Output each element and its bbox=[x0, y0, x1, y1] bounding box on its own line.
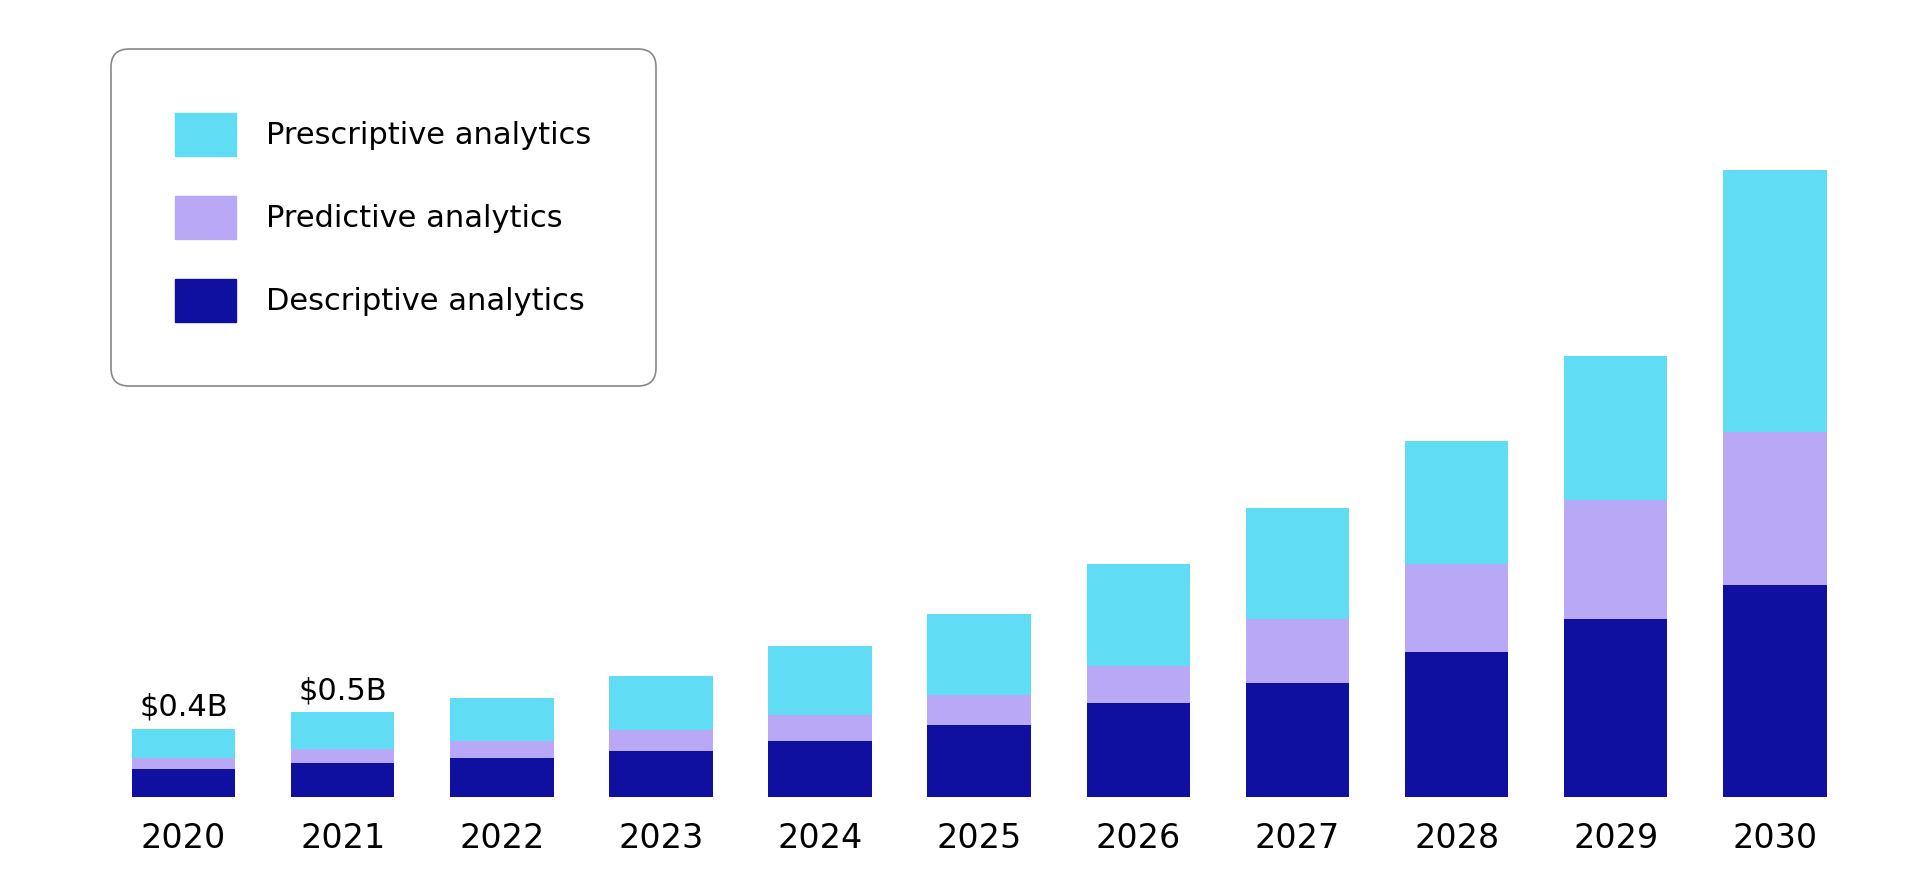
Text: $0.4B: $0.4B bbox=[140, 693, 228, 722]
Bar bbox=[1246, 509, 1350, 619]
Bar bbox=[927, 695, 1031, 726]
Bar bbox=[1565, 356, 1667, 500]
Bar bbox=[1565, 500, 1667, 619]
Bar bbox=[1087, 704, 1190, 796]
Bar bbox=[768, 715, 872, 741]
Bar bbox=[768, 741, 872, 796]
Bar bbox=[927, 613, 1031, 695]
Bar bbox=[1246, 683, 1350, 796]
Bar bbox=[449, 698, 553, 741]
Text: $0.5B: $0.5B bbox=[298, 676, 388, 705]
Bar bbox=[927, 726, 1031, 796]
Bar bbox=[1405, 441, 1509, 565]
Bar bbox=[1087, 666, 1190, 704]
Bar bbox=[292, 712, 394, 749]
Bar bbox=[292, 763, 394, 796]
Bar bbox=[609, 730, 712, 750]
Legend: Prescriptive analytics, Predictive analytics, Descriptive analytics: Prescriptive analytics, Predictive analy… bbox=[129, 67, 637, 368]
Bar bbox=[1405, 565, 1509, 652]
Bar bbox=[609, 750, 712, 796]
Bar bbox=[132, 769, 236, 796]
Bar bbox=[292, 749, 394, 763]
Bar bbox=[132, 758, 236, 769]
Bar bbox=[768, 646, 872, 715]
Bar bbox=[1722, 432, 1826, 585]
Bar bbox=[609, 676, 712, 730]
Bar bbox=[132, 728, 236, 758]
Bar bbox=[449, 741, 553, 758]
Bar bbox=[1246, 619, 1350, 683]
Bar bbox=[1087, 565, 1190, 666]
Bar bbox=[1722, 170, 1826, 432]
Bar bbox=[1565, 619, 1667, 796]
Bar bbox=[1405, 652, 1509, 796]
Bar bbox=[449, 758, 553, 796]
Bar bbox=[1722, 585, 1826, 796]
